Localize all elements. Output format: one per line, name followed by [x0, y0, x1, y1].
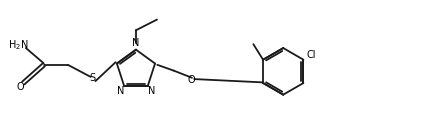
Text: O: O [17, 82, 24, 92]
Text: O: O [188, 75, 195, 85]
Text: S: S [90, 72, 96, 82]
Text: N: N [148, 86, 155, 96]
Text: H$_2$N: H$_2$N [7, 39, 28, 52]
Text: Cl: Cl [306, 50, 316, 60]
Text: N: N [117, 86, 124, 96]
Text: N: N [132, 38, 140, 48]
